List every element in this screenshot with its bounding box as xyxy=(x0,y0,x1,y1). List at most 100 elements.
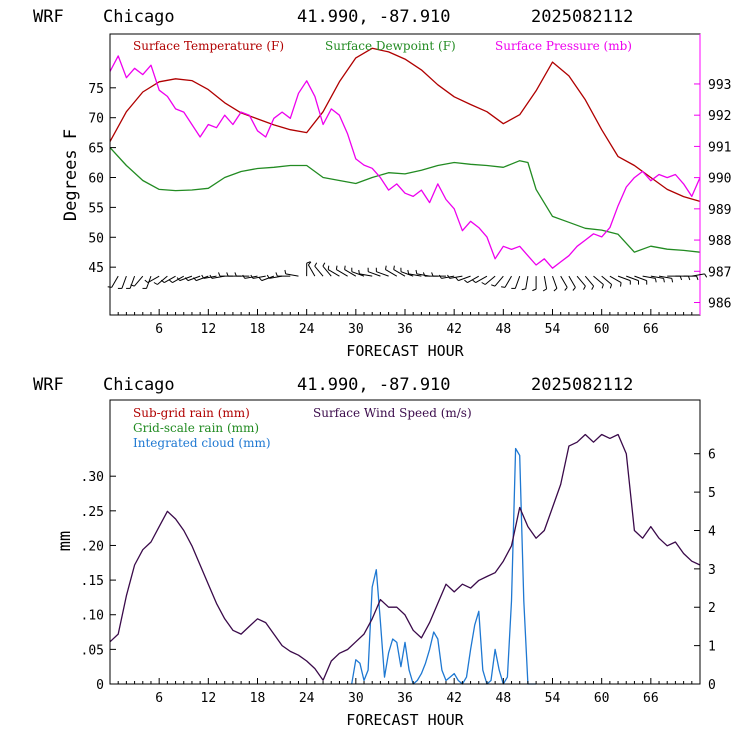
bottom-point xyxy=(626,453,627,454)
wind-barb-flag xyxy=(501,286,506,288)
bottom-point xyxy=(454,591,455,592)
wind-barb xyxy=(642,275,656,279)
top-point xyxy=(322,177,323,178)
top-y2tick-label: 992 xyxy=(708,109,731,124)
top-point xyxy=(298,93,299,94)
bottom-point xyxy=(368,670,369,671)
wind-barb-flag xyxy=(491,284,496,287)
bottom-point xyxy=(331,660,332,661)
bottom-xtick-label: 12 xyxy=(201,691,217,706)
wind-barb-flag xyxy=(447,274,451,279)
top-point xyxy=(486,236,487,237)
wind-barb xyxy=(327,269,340,277)
wind-barb-flag xyxy=(218,272,221,277)
bottom-point xyxy=(675,541,676,542)
wind-barb-flag xyxy=(422,272,426,277)
bottom-ytick-label: .30 xyxy=(81,470,104,485)
bottom-point xyxy=(667,545,668,546)
bottom-point xyxy=(298,655,299,656)
top-model-label: WRF xyxy=(33,7,64,27)
wind-barb-flag xyxy=(284,269,287,275)
wind-barb-flag xyxy=(583,285,586,290)
wind-barb-flag xyxy=(438,274,442,279)
top-point xyxy=(650,177,651,178)
wind-barb-flag xyxy=(696,275,699,281)
bottom-point xyxy=(347,649,348,650)
bottom-point xyxy=(380,599,381,600)
wind-barb xyxy=(344,269,357,277)
top-point xyxy=(642,171,643,172)
wind-barb xyxy=(195,275,209,282)
bottom-point xyxy=(519,507,520,508)
bottom-point xyxy=(388,652,389,653)
bottom-point xyxy=(314,668,315,669)
bottom-point xyxy=(372,586,373,587)
top-point xyxy=(175,108,176,109)
bottom-point xyxy=(175,518,176,519)
top-point xyxy=(511,249,512,250)
top-point xyxy=(617,156,618,157)
top-xtick-label: 48 xyxy=(496,322,512,337)
bottom-point xyxy=(536,538,537,539)
bottom-point xyxy=(232,630,233,631)
wind-barb xyxy=(584,275,594,287)
bottom-point xyxy=(650,526,651,527)
top-panel-header: WRF Chicago 41.990, -87.910 2025082112 xyxy=(33,7,633,27)
wind-barb-flag xyxy=(209,274,213,279)
top-point xyxy=(585,228,586,229)
top-point xyxy=(150,65,151,66)
top-point xyxy=(667,189,668,190)
wind-barb-flag xyxy=(679,275,683,281)
wind-barb-flag xyxy=(160,279,165,283)
top-point xyxy=(495,258,496,259)
bottom-point xyxy=(519,455,520,456)
bottom-point xyxy=(290,651,291,652)
bottom-point xyxy=(417,680,418,681)
bottom-ytick-label: .05 xyxy=(81,643,104,658)
bottom-point xyxy=(560,484,561,485)
wind-barb xyxy=(525,276,529,289)
top-point xyxy=(191,80,192,81)
top-point xyxy=(437,183,438,184)
top-point xyxy=(552,268,553,269)
top-point xyxy=(437,165,438,166)
wind-barb-flag xyxy=(107,286,112,288)
bottom-point xyxy=(150,541,151,542)
wind-barb-flag xyxy=(663,278,665,283)
top-point xyxy=(470,104,471,105)
bottom-ytick-label: 0 xyxy=(96,678,104,693)
bottom-point xyxy=(642,538,643,539)
bottom-point xyxy=(249,626,250,627)
wind-barb xyxy=(147,275,160,284)
wind-barb-flag xyxy=(335,265,338,270)
wind-barb xyxy=(504,275,512,288)
top-point xyxy=(322,124,323,125)
bottom-point xyxy=(458,680,459,681)
legend-integrated-cloud: Integrated cloud (mm) xyxy=(133,436,271,450)
top-point xyxy=(355,57,356,58)
bottom-point xyxy=(429,622,430,623)
wind-barb-flag xyxy=(327,265,330,270)
top-ytick-label: 75 xyxy=(88,82,104,97)
top-point xyxy=(224,102,225,103)
top-point xyxy=(339,180,340,181)
bottom-point xyxy=(241,634,242,635)
bottom-point xyxy=(126,595,127,596)
wind-barb xyxy=(609,275,622,284)
bottom-point xyxy=(363,634,364,635)
top-point xyxy=(159,81,160,82)
top-point xyxy=(568,222,569,223)
wind-barb xyxy=(385,269,398,277)
bottom-point xyxy=(372,618,373,619)
wind-barb xyxy=(494,275,504,287)
top-point xyxy=(552,62,553,63)
bottom-point xyxy=(408,670,409,671)
bottom-point xyxy=(470,587,471,588)
bottom-xtick-label: 18 xyxy=(250,691,266,706)
bottom-point xyxy=(482,670,483,671)
top-point xyxy=(601,129,602,130)
top-point xyxy=(658,174,659,175)
top-point xyxy=(626,186,627,187)
bottom-point xyxy=(658,538,659,539)
wind-barb-flag xyxy=(130,284,135,287)
